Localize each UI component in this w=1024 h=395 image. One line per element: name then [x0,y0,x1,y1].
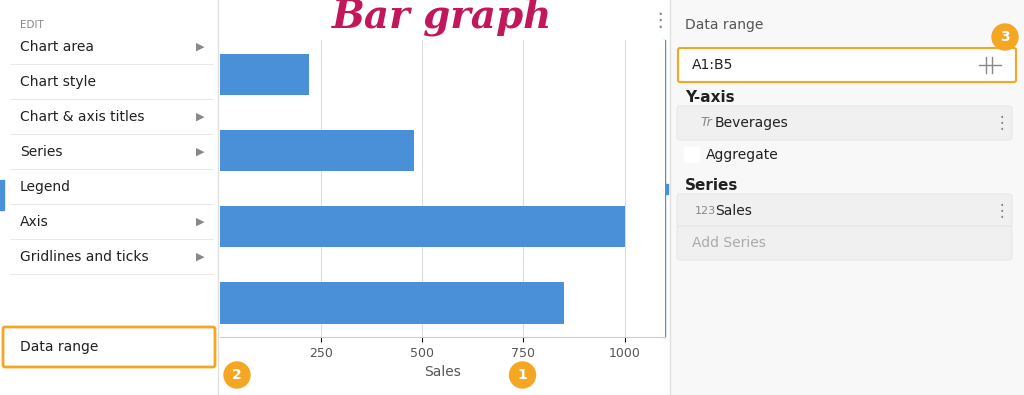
Text: ▶: ▶ [196,147,204,157]
FancyBboxPatch shape [677,226,1012,260]
Bar [0,180,4,210]
Text: Axis: Axis [20,215,49,229]
Text: ⋮: ⋮ [650,11,670,30]
Bar [660,184,668,194]
Text: Gridlines and ticks: Gridlines and ticks [20,250,148,264]
Text: Sales: Sales [715,204,752,218]
Circle shape [992,24,1018,50]
X-axis label: Sales: Sales [424,365,461,379]
Text: A1:B5: A1:B5 [692,58,733,72]
Text: Data range: Data range [685,18,763,32]
Text: Chart & axis titles: Chart & axis titles [20,110,144,124]
Bar [0,0,218,395]
Text: ▶: ▶ [196,42,204,52]
Circle shape [224,362,250,388]
Text: ▶: ▶ [196,252,204,262]
FancyBboxPatch shape [677,194,1012,228]
Text: Aggregate: Aggregate [706,148,778,162]
Text: EDIT: EDIT [20,20,44,30]
Bar [220,206,625,247]
Text: Series: Series [20,145,62,159]
Text: Chart area: Chart area [20,40,94,54]
Text: Legend: Legend [20,180,71,194]
FancyBboxPatch shape [678,48,1016,82]
Text: ⋮: ⋮ [993,114,1011,132]
Text: Y-axis: Y-axis [685,90,734,105]
Bar [220,53,309,95]
Text: Tr: Tr [700,117,712,130]
FancyBboxPatch shape [3,327,215,367]
Circle shape [510,362,536,388]
Text: 1: 1 [517,368,527,382]
Text: 2: 2 [232,368,242,382]
Text: Beverages: Beverages [715,116,788,130]
Bar [685,148,699,162]
Text: Bar graph: Bar graph [333,0,553,36]
Bar [220,130,414,171]
Bar [670,0,1024,395]
Text: Data range: Data range [20,340,98,354]
Text: Data range: Data range [20,340,98,354]
FancyBboxPatch shape [677,106,1012,140]
Text: ▶: ▶ [196,112,204,122]
Text: 123: 123 [695,206,716,216]
Text: 3: 3 [1000,30,1010,44]
Text: Series: Series [685,177,738,192]
Bar [979,55,1001,75]
Bar [663,40,665,337]
Bar [220,282,564,324]
Text: Chart style: Chart style [20,75,96,89]
Text: Add Series: Add Series [692,236,766,250]
Text: ⋮: ⋮ [993,202,1011,220]
Text: ▶: ▶ [196,217,204,227]
